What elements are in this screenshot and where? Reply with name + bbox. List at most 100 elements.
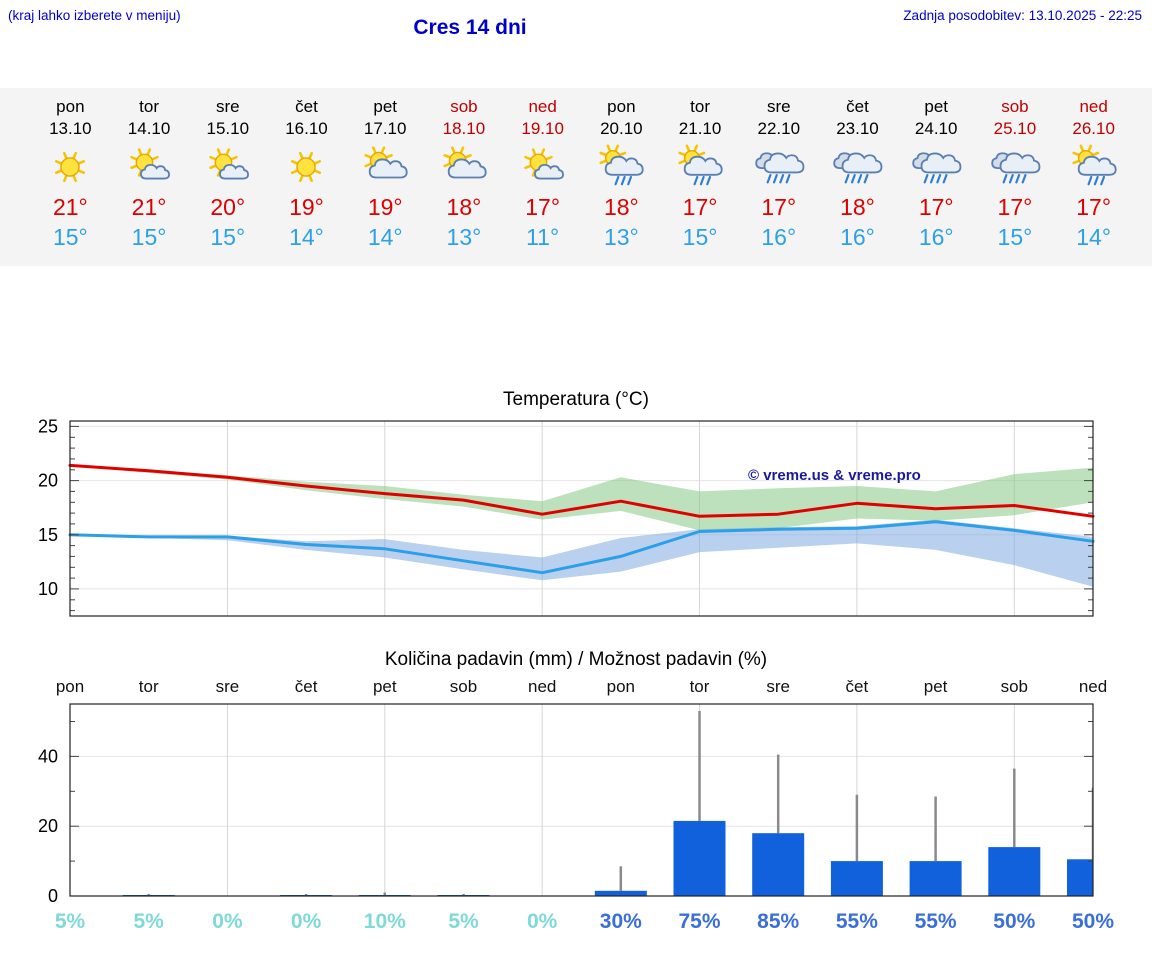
day-name: ned: [1079, 97, 1108, 116]
day-name: tor: [139, 97, 159, 116]
high-temp-range-band: [70, 465, 1093, 531]
forecast-day-22.10: sre 22.10 17° 16°: [739, 96, 818, 252]
temp-y-tick-label: 25: [38, 416, 58, 436]
precip-bar: [909, 861, 962, 896]
day-low-temp: 15°: [682, 224, 718, 250]
day-date: 13.10: [49, 119, 92, 138]
partly-cloudy-icon: [364, 146, 408, 179]
day-low-temp: 15°: [52, 224, 88, 250]
day-name: pon: [607, 97, 636, 116]
day-low-temp: 15°: [210, 224, 246, 250]
day-low-temp: 13°: [603, 224, 639, 250]
temperature-chart: 10 15 20 25 © vreme.us & vreme.pro: [38, 416, 1095, 617]
header: (kraj lahko izberete v meniju) Cres 14 d…: [0, 0, 1152, 50]
precip-probability-label: 0%: [290, 910, 322, 933]
sun-cloud-rain-icon: [1072, 144, 1117, 186]
temp-y-tick-label: 10: [38, 579, 58, 599]
forecast-day-26.10: ned 26.10 17° 14°: [1054, 96, 1133, 252]
sun-icon: [55, 151, 86, 183]
precip-probability-label: 30%: [599, 910, 642, 933]
precip-probability-label: 5%: [448, 910, 479, 933]
day-high-temp: 19°: [289, 194, 324, 220]
day-date: 17.10: [363, 119, 407, 138]
precip-day-label: sob: [449, 677, 478, 696]
precip-bar: [752, 833, 805, 896]
partly-cloudy-icon: [443, 146, 487, 179]
day-low-temp: 15°: [997, 224, 1033, 250]
sun-cloud-rain-icon: [599, 144, 644, 186]
precip-y-tick-label: 20: [38, 816, 58, 836]
precip-probability-label: 55%: [914, 910, 957, 933]
precipitation-chart-section: Količina padavin (mm) / Možnost padavin …: [0, 648, 1152, 941]
day-high-temp: 21°: [131, 194, 167, 220]
precip-day-labels-row: pon tor sre čet pet sob ned pon tor sre čet pet sob n…: [0, 674, 1152, 700]
low-temp-line: [68, 520, 1095, 575]
cloud-rain-icon: [991, 152, 1041, 184]
precip-day-label: čet: [845, 677, 869, 696]
precip-day-label: tor: [689, 677, 710, 696]
forecast-day-16.10: čet 16.10 19° 14°: [267, 96, 346, 252]
day-date: 15.10: [206, 119, 250, 138]
day-high-temp: 18°: [840, 194, 875, 220]
low-temp-range-band: [70, 519, 1093, 587]
day-name: pet: [373, 97, 398, 116]
precip-day-label: sob: [1000, 677, 1029, 696]
precip-day-label: pon: [55, 677, 85, 696]
forecast-day-13.10: pon 13.10 21° 15°: [31, 96, 110, 252]
precip-day-label: tor: [138, 677, 159, 696]
cloud-rain-icon: [833, 152, 883, 184]
day-name: čet: [295, 97, 318, 116]
day-date: 20.10: [600, 119, 643, 138]
precip-probability-label: 50%: [993, 910, 1036, 933]
precip-probability-label: 55%: [835, 910, 878, 933]
forecast-day-25.10: sob 25.10 17° 15°: [976, 96, 1055, 252]
day-date: 25.10: [993, 119, 1037, 138]
precip-bar: [830, 861, 883, 896]
day-low-temp: 13°: [446, 224, 482, 250]
day-name: pon: [56, 97, 85, 116]
precip-probability-label: 0%: [212, 910, 243, 933]
precip-probability-label: 75%: [678, 910, 721, 933]
precipitation-chart: 0 20 40: [38, 703, 1094, 905]
precip-probability-label: 0%: [527, 910, 558, 933]
day-date: 23.10: [836, 119, 879, 138]
high-temp-line: [68, 463, 1095, 518]
day-name: sob: [450, 97, 478, 116]
precip-bar: [988, 847, 1041, 896]
forecast-strip: pon 13.10 21° 15° tor 14.10 21° 15° sre 15.10 20° 1…: [0, 88, 1152, 266]
precip-bar: [1067, 859, 1093, 896]
day-date: 18.10: [442, 119, 486, 138]
day-name: čet: [846, 97, 869, 116]
sun-icon: [291, 151, 322, 183]
day-high-temp: 20°: [210, 194, 246, 220]
precip-bar: [594, 890, 647, 896]
day-name: sre: [215, 97, 240, 116]
day-low-temp: 16°: [918, 224, 954, 250]
watermark-text: © vreme.us & vreme.pro: [748, 467, 921, 484]
precip-day-label: pet: [372, 677, 397, 696]
day-name: ned: [528, 97, 557, 116]
day-date: 19.10: [521, 119, 564, 138]
forecast-day-14.10: tor 14.10 21° 15°: [110, 96, 189, 252]
precip-probability-label: 5%: [133, 910, 164, 933]
day-high-temp: 18°: [446, 194, 482, 220]
day-name: tor: [690, 97, 710, 116]
forecast-day-17.10: pet 17.10 19° 14°: [346, 96, 425, 252]
day-date: 16.10: [285, 119, 328, 138]
cloud-rain-icon: [755, 152, 805, 184]
forecast-day-15.10: sre 15.10 20° 15°: [188, 96, 267, 252]
day-high-temp: 19°: [367, 194, 403, 220]
precip-day-label: sre: [766, 677, 790, 696]
mostly-sunny-icon: [209, 148, 249, 180]
temp-y-tick-label: 20: [38, 471, 58, 491]
precip-probability-label: 10%: [363, 910, 406, 933]
day-name: sob: [1001, 97, 1029, 116]
day-high-temp: 17°: [997, 194, 1033, 220]
forecast-day-24.10: pet 24.10 17° 16°: [897, 96, 976, 252]
day-high-temp: 17°: [761, 194, 797, 220]
day-low-temp: 11°: [526, 224, 560, 250]
forecast-day-18.10: sob 18.10 18° 13°: [425, 96, 504, 252]
day-name: sre: [766, 97, 791, 116]
day-date: 26.10: [1072, 119, 1115, 138]
page-title: Cres 14 dni: [413, 16, 527, 39]
